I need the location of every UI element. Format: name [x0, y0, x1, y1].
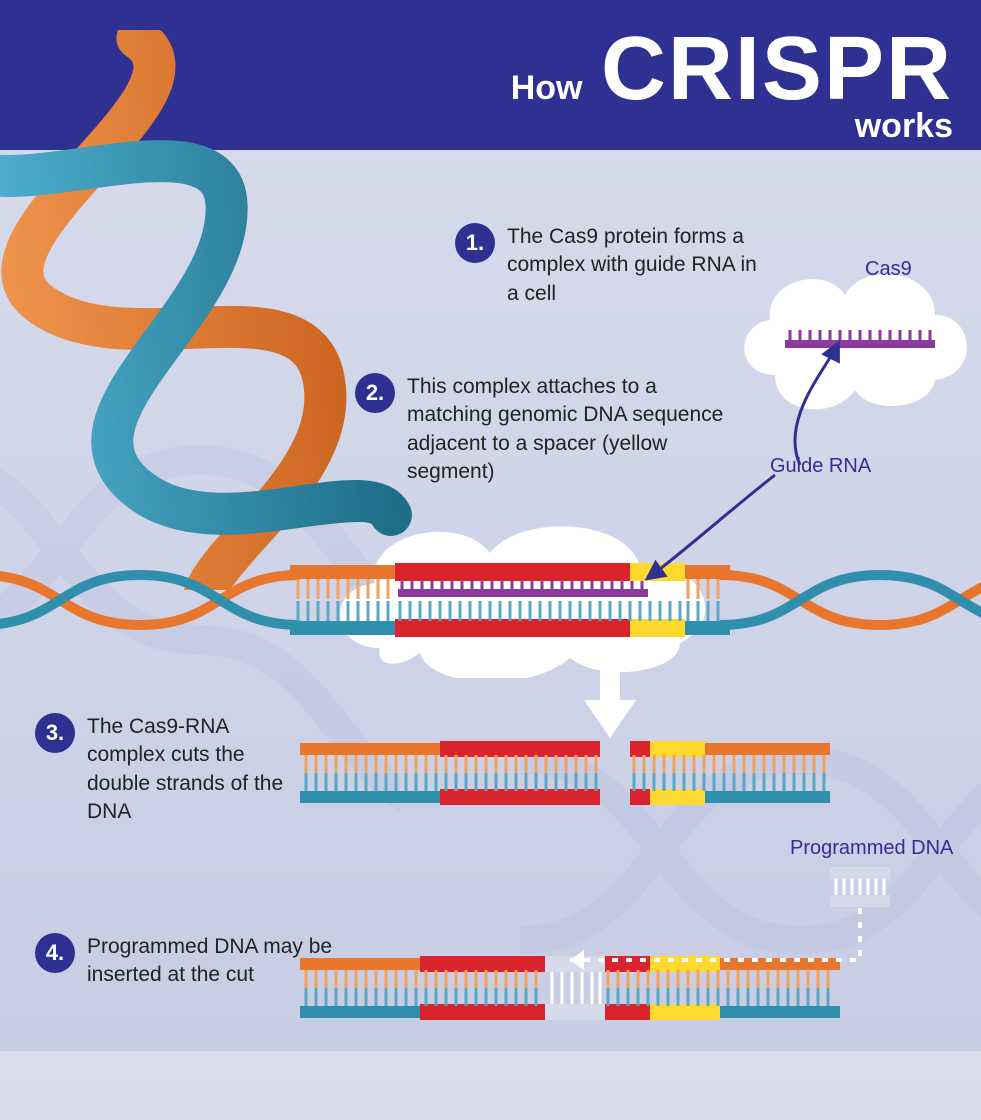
step-4-number: 4.	[35, 933, 75, 973]
dna-hero-icon	[0, 30, 420, 590]
cas9-label: Cas9	[865, 258, 912, 281]
header-crispr: CRISPR	[601, 19, 953, 119]
step-1: 1. The Cas9 protein forms a complex with…	[455, 223, 762, 308]
step3-dna	[300, 735, 840, 815]
step-1-text: The Cas9 protein forms a complex with gu…	[507, 223, 762, 308]
dotted-path	[560, 900, 880, 990]
step-3: 3. The Cas9-RNA complex cuts the double …	[35, 713, 302, 826]
step-2-number: 2.	[355, 373, 395, 413]
step-3-text: The Cas9-RNA complex cuts the double str…	[87, 713, 302, 826]
header-how: How	[511, 69, 583, 108]
step-4-text: Programmed DNA may be inserted at the cu…	[87, 933, 337, 990]
step-1-number: 1.	[455, 223, 495, 263]
guide-rna-label: Guide RNA	[770, 455, 871, 478]
step-3-number: 3.	[35, 713, 75, 753]
guide-rna-arrows	[630, 300, 890, 600]
programmed-dna-label: Programmed DNA	[790, 837, 953, 860]
programmed-dna-chip	[828, 865, 892, 909]
step-4: 4. Programmed DNA may be inserted at the…	[35, 933, 337, 990]
down-arrow-icon	[580, 660, 640, 740]
